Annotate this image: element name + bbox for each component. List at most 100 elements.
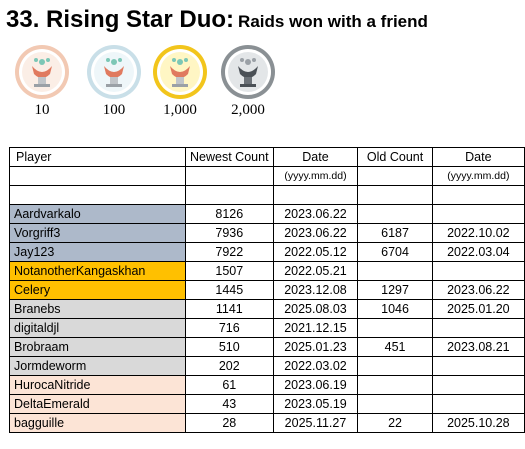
page-title-subtitle: Raids won with a friend	[238, 12, 428, 31]
newest-date-cell: 2022.05.12	[272, 242, 359, 262]
medal-bronze: 10	[14, 44, 70, 119]
table-row: HurocaNitride 61 2023.06.19	[8, 375, 525, 395]
old-date-cell	[431, 356, 525, 376]
old-count-cell: 6187	[357, 223, 433, 243]
newest-count-cell: 1507	[185, 261, 274, 281]
table-row: digitaldjl 716 2021.12.15	[8, 318, 525, 338]
player-name-cell: NotanotherKangaskhan	[8, 261, 187, 281]
player-name-cell: Brobraam	[8, 337, 187, 357]
platinum-medal-icon	[221, 45, 275, 99]
old-count-cell	[357, 261, 433, 281]
table-row: DeltaEmerald 43 2023.05.19	[8, 394, 525, 414]
newest-count-cell: 43	[185, 394, 274, 414]
old-count-cell	[357, 204, 433, 224]
newest-date-cell: 2023.05.19	[272, 394, 359, 414]
column-header-newest-count: Newest Count	[185, 147, 274, 167]
silver-medal-icon	[87, 45, 141, 99]
empty-cell	[357, 166, 433, 186]
newest-date-cell: 2022.03.02	[272, 356, 359, 376]
old-date-cell: 2023.06.22	[431, 280, 525, 300]
bronze-medal-icon	[15, 45, 69, 99]
newest-count-cell: 716	[185, 318, 274, 338]
newest-date-cell: 2023.12.08	[272, 280, 359, 300]
old-count-cell	[357, 356, 433, 376]
old-date-cell	[431, 261, 525, 281]
newest-count-cell: 1445	[185, 280, 274, 300]
table-row: Jay123 7922 2022.05.12 6704 2022.03.04	[8, 242, 525, 262]
player-name-cell: Vorgriff3	[8, 223, 187, 243]
empty-cell	[272, 185, 359, 205]
empty-cell	[185, 185, 274, 205]
old-date-cell	[431, 318, 525, 338]
table-row: Branebs 1141 2025.08.03 1046 2025.01.20	[8, 299, 525, 319]
gold-medal-icon	[153, 45, 207, 99]
old-date-cell: 2025.01.20	[431, 299, 525, 319]
newest-date-cell: 2025.11.27	[272, 413, 359, 433]
medal-gold: 1,000	[152, 44, 208, 119]
old-date-cell	[431, 204, 525, 224]
player-name-cell: digitaldjl	[8, 318, 187, 338]
old-count-cell: 1046	[357, 299, 433, 319]
newest-count-cell: 28	[185, 413, 274, 433]
player-name-cell: Aardvarkalo	[8, 204, 187, 224]
player-name-cell: bagguille	[8, 413, 187, 433]
medal-label: 2,000	[231, 102, 265, 118]
newest-count-cell: 7936	[185, 223, 274, 243]
old-date-cell: 2022.03.04	[431, 242, 525, 262]
leaderboard-table: Player Newest Count Date Old Count Date …	[8, 147, 525, 433]
newest-count-cell: 7922	[185, 242, 274, 262]
table-row: bagguille 28 2025.11.27 22 2025.10.28	[8, 413, 525, 433]
table-row: Vorgriff3 7936 2023.06.22 6187 2022.10.02	[8, 223, 525, 243]
column-header-player: Player	[8, 147, 187, 167]
newest-date-cell: 2021.12.15	[272, 318, 359, 338]
player-name-cell: HurocaNitride	[8, 375, 187, 395]
column-header-date: Date	[272, 147, 359, 167]
empty-cell	[8, 166, 187, 186]
old-count-cell: 22	[357, 413, 433, 433]
newest-date-cell: 2023.06.22	[272, 223, 359, 243]
page-title: 33. Rising Star Duo: Raids won with a fri…	[6, 6, 428, 34]
date-format-hint: (yyyy.mm.dd)	[272, 166, 359, 186]
medal-label: 100	[102, 102, 126, 118]
old-count-cell: 6704	[357, 242, 433, 262]
player-name-cell: DeltaEmerald	[8, 394, 187, 414]
date-format-row: (yyyy.mm.dd) (yyyy.mm.dd)	[8, 166, 525, 186]
player-name-cell: Jay123	[8, 242, 187, 262]
medal-label: 10	[34, 102, 50, 118]
newest-count-cell: 1141	[185, 299, 274, 319]
empty-cell	[357, 185, 433, 205]
newest-count-cell: 202	[185, 356, 274, 376]
old-date-cell: 2025.10.28	[431, 413, 525, 433]
table-row: Celery 1445 2023.12.08 1297 2023.06.22	[8, 280, 525, 300]
old-date-cell	[431, 394, 525, 414]
medal-label: 1,000	[163, 102, 197, 118]
table-row: NotanotherKangaskhan 1507 2022.05.21	[8, 261, 525, 281]
empty-cell	[431, 185, 525, 205]
newest-count-cell: 8126	[185, 204, 274, 224]
player-name-cell: Celery	[8, 280, 187, 300]
page-title-main: 33. Rising Star Duo:	[6, 6, 235, 33]
medal-silver: 100	[86, 44, 142, 119]
old-date-cell: 2023.08.21	[431, 337, 525, 357]
empty-cell	[185, 166, 274, 186]
old-count-cell	[357, 394, 433, 414]
newest-date-cell: 2025.08.03	[272, 299, 359, 319]
table-row: Aardvarkalo 8126 2023.06.22	[8, 204, 525, 224]
leaderboard-body: Aardvarkalo 8126 2023.06.22 Vorgriff3 7936 20…	[8, 204, 525, 433]
player-name-cell: Jormdeworm	[8, 356, 187, 376]
old-date-cell: 2022.10.02	[431, 223, 525, 243]
column-header-old-date: Date	[431, 147, 525, 167]
old-count-cell	[357, 375, 433, 395]
table-header-row: Player Newest Count Date Old Count Date	[8, 147, 525, 167]
spacer-row	[8, 185, 525, 205]
column-header-old-count: Old Count	[357, 147, 433, 167]
old-count-cell	[357, 318, 433, 338]
newest-date-cell: 2023.06.19	[272, 375, 359, 395]
newest-date-cell: 2025.01.23	[272, 337, 359, 357]
medal-platinum: 2,000	[220, 44, 276, 119]
newest-date-cell: 2022.05.21	[272, 261, 359, 281]
date-format-hint: (yyyy.mm.dd)	[431, 166, 525, 186]
old-date-cell	[431, 375, 525, 395]
old-count-cell: 451	[357, 337, 433, 357]
old-count-cell: 1297	[357, 280, 433, 300]
